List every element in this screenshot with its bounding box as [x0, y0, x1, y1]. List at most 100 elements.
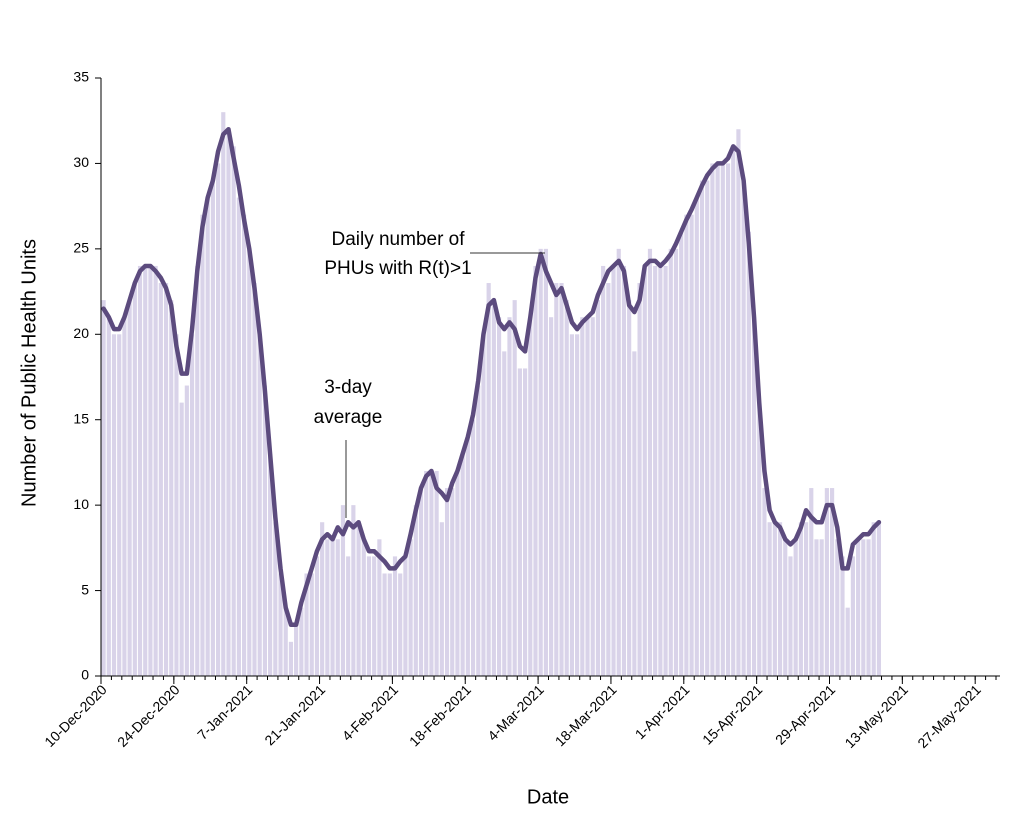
bar	[148, 265, 153, 676]
bar	[845, 607, 850, 676]
y-tick-label: 20	[73, 325, 89, 341]
bar	[283, 607, 288, 676]
bar	[351, 505, 356, 676]
bar	[143, 265, 148, 676]
bar	[257, 334, 262, 676]
bar	[559, 283, 564, 676]
bar	[725, 163, 731, 676]
bar	[174, 334, 179, 676]
x-axis-title: Date	[527, 786, 569, 808]
x-tick-label: 13-May-2021	[841, 681, 911, 751]
bar	[549, 317, 554, 676]
bar	[335, 539, 340, 676]
bar	[215, 163, 221, 676]
bar	[861, 539, 866, 676]
bar	[470, 419, 476, 676]
bar	[169, 300, 174, 676]
bar	[694, 197, 699, 676]
bar	[720, 163, 725, 676]
annotation: average	[314, 407, 383, 428]
bar	[803, 522, 809, 676]
annotation: PHUs with R(t)>1	[324, 258, 471, 279]
bar	[304, 573, 309, 676]
bar	[751, 317, 757, 676]
bar	[517, 368, 522, 676]
bar	[866, 539, 871, 676]
bar	[392, 556, 398, 676]
bar	[736, 129, 741, 676]
bar	[746, 231, 751, 676]
bar	[268, 453, 273, 676]
y-tick-label: 35	[73, 69, 89, 85]
bar	[398, 573, 403, 676]
bar	[158, 283, 163, 676]
bar	[247, 248, 252, 676]
x-tick-label: 27-May-2021	[914, 681, 984, 751]
x-tick-label: 24-Dec-2020	[114, 681, 183, 750]
x-tick-label: 18-Mar-2021	[552, 681, 620, 749]
line	[101, 127, 882, 627]
bar	[221, 112, 226, 676]
bar	[762, 488, 767, 676]
bar	[658, 265, 663, 676]
bar	[346, 556, 351, 676]
bar	[137, 265, 143, 676]
y-tick-label: 0	[81, 667, 89, 683]
bar	[153, 265, 158, 676]
bar	[444, 488, 450, 676]
bar	[377, 539, 382, 676]
annotation: 3-day	[324, 377, 372, 398]
bar	[195, 265, 200, 676]
bar	[288, 641, 294, 676]
bar	[418, 488, 424, 676]
bar	[330, 539, 335, 676]
bar	[705, 180, 710, 676]
bar	[543, 248, 548, 676]
bar	[210, 180, 215, 676]
bar	[262, 385, 267, 676]
bar	[486, 283, 491, 676]
x-tick-label: 29-Apr-2021	[772, 681, 838, 747]
bar	[273, 522, 278, 676]
bar	[205, 197, 210, 676]
bar	[106, 317, 111, 676]
bar	[627, 300, 632, 676]
bar	[127, 300, 132, 676]
bar	[679, 231, 684, 676]
bar	[117, 334, 122, 676]
bar	[340, 505, 346, 676]
bar	[809, 488, 814, 676]
y-tick-label: 30	[73, 154, 89, 170]
x-tick-label: 4-Feb-2021	[339, 681, 402, 744]
bar	[491, 300, 496, 676]
bar	[653, 265, 658, 676]
bar	[382, 573, 387, 676]
bar	[429, 470, 434, 676]
bar	[871, 522, 876, 676]
bar	[824, 488, 829, 676]
y-axis-title: Number of Public Health Units	[18, 239, 40, 507]
bar	[595, 300, 601, 676]
bar	[772, 522, 777, 676]
bar	[122, 317, 127, 676]
bar	[231, 146, 236, 677]
bar	[179, 402, 184, 676]
bar	[580, 317, 585, 676]
y-tick-label: 15	[73, 410, 89, 426]
bar	[647, 248, 653, 676]
bar	[101, 300, 106, 676]
bar	[715, 163, 720, 676]
x-tick-label: 15-Apr-2021	[699, 681, 765, 747]
bar	[554, 283, 559, 676]
bar	[496, 317, 502, 676]
bar	[361, 539, 366, 676]
bar	[523, 368, 528, 676]
bar	[424, 470, 429, 676]
bar	[642, 265, 647, 676]
bar	[372, 556, 377, 676]
bar	[455, 470, 460, 676]
bar	[731, 146, 736, 677]
bar	[163, 283, 169, 676]
bar	[366, 556, 372, 676]
